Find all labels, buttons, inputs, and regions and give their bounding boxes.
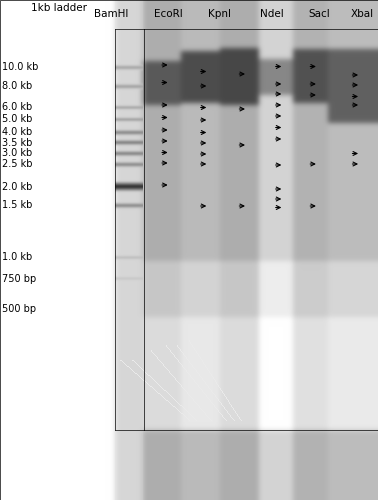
Text: BamHI: BamHI bbox=[94, 9, 129, 19]
Text: 750 bp: 750 bp bbox=[2, 274, 36, 283]
Text: 500 bp: 500 bp bbox=[2, 304, 36, 314]
Text: 5.0 kb: 5.0 kb bbox=[2, 114, 32, 124]
Text: XbaI: XbaI bbox=[350, 9, 374, 19]
Text: 3.0 kb: 3.0 kb bbox=[2, 148, 32, 158]
Text: 4.0 kb: 4.0 kb bbox=[2, 127, 32, 137]
Text: KpnI: KpnI bbox=[209, 9, 231, 19]
Text: EcoRI: EcoRI bbox=[154, 9, 183, 19]
Text: 3.5 kb: 3.5 kb bbox=[2, 138, 32, 147]
Text: NdeI: NdeI bbox=[260, 9, 284, 19]
Text: 1kb ladder: 1kb ladder bbox=[31, 3, 87, 13]
Text: SacI: SacI bbox=[308, 9, 330, 19]
Text: 2.0 kb: 2.0 kb bbox=[2, 182, 32, 192]
Text: 1.5 kb: 1.5 kb bbox=[2, 200, 32, 210]
Text: 1.0 kb: 1.0 kb bbox=[2, 252, 32, 262]
Text: 6.0 kb: 6.0 kb bbox=[2, 102, 32, 113]
Text: 2.5 kb: 2.5 kb bbox=[2, 159, 33, 169]
Text: 8.0 kb: 8.0 kb bbox=[2, 81, 32, 91]
Text: 10.0 kb: 10.0 kb bbox=[2, 62, 38, 72]
